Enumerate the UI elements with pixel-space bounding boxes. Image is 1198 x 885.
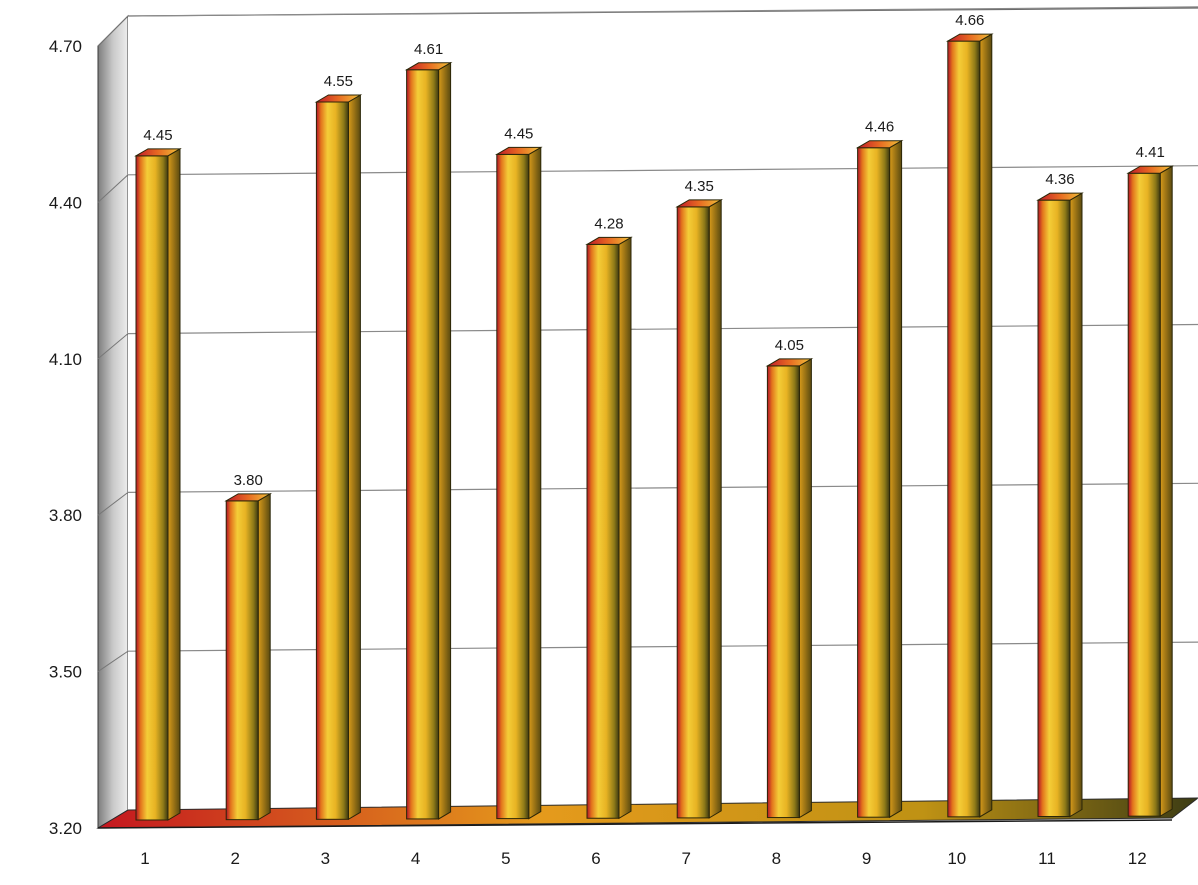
bar-side <box>528 146 542 820</box>
bar-side <box>979 33 993 818</box>
bar-side <box>1159 165 1173 818</box>
gridline-side <box>97 333 129 360</box>
bar <box>1036 192 1084 818</box>
data-label: 3.80 <box>234 472 263 489</box>
bar <box>1126 165 1175 818</box>
data-label: 4.55 <box>324 73 353 90</box>
gridline <box>127 323 1198 335</box>
y-tick-label: 4.70 <box>49 37 82 56</box>
bar <box>765 358 814 819</box>
data-label: 4.45 <box>504 125 533 142</box>
bar-side <box>257 492 271 821</box>
back-wall <box>128 16 1198 810</box>
gridline <box>127 482 1198 493</box>
x-tick-label: 5 <box>501 849 510 868</box>
data-label: 4.35 <box>685 178 714 195</box>
bar-side <box>798 358 812 819</box>
bar <box>224 492 273 821</box>
bar <box>675 198 724 819</box>
bar-front <box>1037 199 1071 818</box>
bar-front <box>315 101 349 820</box>
data-label: 4.61 <box>414 41 443 58</box>
data-label: 4.45 <box>143 127 172 144</box>
bar-top <box>1036 192 1084 201</box>
data-label: 4.28 <box>594 215 623 232</box>
bar-front <box>947 40 981 818</box>
gridline <box>127 641 1198 652</box>
x-tick-label: 9 <box>862 849 871 868</box>
x-tick-label: 11 <box>1038 849 1056 868</box>
floor-front-edge <box>97 819 1173 829</box>
x-tick-label: 3 <box>321 849 330 868</box>
bar-front <box>766 365 800 819</box>
y-axis: 3.20 3.50 3.80 4.10 4.40 4.70 <box>49 37 82 838</box>
bars <box>134 33 1175 821</box>
floor <box>96 797 1198 829</box>
bar-side <box>889 139 903 819</box>
gridlines <box>97 6 1198 673</box>
bar-top <box>134 148 182 157</box>
bar-front <box>496 153 530 820</box>
y-tick-label: 3.20 <box>49 819 82 838</box>
data-label: 4.46 <box>865 119 894 136</box>
bar <box>585 236 633 820</box>
gridline-side <box>97 174 129 203</box>
bar-top <box>224 493 273 502</box>
bar-front <box>1127 172 1161 817</box>
x-tick-label: 10 <box>947 849 966 868</box>
bar-side <box>618 236 632 820</box>
bar-front <box>857 147 891 818</box>
bar <box>314 94 363 821</box>
x-axis: 1 2 3 4 5 6 7 8 9 10 11 12 <box>140 849 1146 868</box>
data-label: 4.05 <box>775 337 804 354</box>
bar-top <box>765 358 814 367</box>
bar-front <box>135 155 169 821</box>
bar-top <box>494 146 543 155</box>
bar-top <box>1126 165 1175 174</box>
bar-side <box>167 147 181 821</box>
y-tick-label: 4.40 <box>49 193 82 212</box>
floor-plane <box>96 797 1198 829</box>
x-tick-label: 1 <box>140 849 149 868</box>
y-tick-label: 3.50 <box>49 663 82 682</box>
bar-top <box>585 236 633 245</box>
bar-top <box>404 62 453 71</box>
bar-side <box>708 198 722 819</box>
gridline <box>127 6 1198 17</box>
x-tick-label: 7 <box>681 849 690 868</box>
data-label: 4.41 <box>1136 144 1165 161</box>
y-tick-label: 4.10 <box>49 350 82 369</box>
gridline-side <box>97 492 129 516</box>
bar-top <box>675 199 724 208</box>
x-tick-label: 2 <box>230 849 239 868</box>
bar-side <box>347 94 361 821</box>
y-tick-label: 3.80 <box>49 506 82 525</box>
bar <box>855 139 904 819</box>
bar-side <box>1069 192 1083 818</box>
data-labels: 4.45 3.80 4.55 4.61 4.45 4.28 4.35 4.05 4.46 4.66… <box>143 12 1164 489</box>
bar-front <box>406 69 440 820</box>
bar-top <box>945 33 994 42</box>
bar <box>945 33 994 818</box>
bar <box>404 61 453 820</box>
x-tick-label: 4 <box>411 849 420 868</box>
data-label: 4.36 <box>1045 171 1074 188</box>
bar-side <box>438 61 452 820</box>
data-label: 4.66 <box>955 12 984 29</box>
x-tick-label: 12 <box>1128 849 1147 868</box>
gridline <box>127 165 1198 176</box>
bar <box>494 146 543 820</box>
bar-top <box>855 140 904 149</box>
side-wall <box>97 14 129 829</box>
gridline-side <box>97 15 129 47</box>
gridline-side <box>97 650 129 673</box>
x-tick-label: 6 <box>591 849 600 868</box>
bar <box>134 147 182 821</box>
x-tick-label: 8 <box>772 849 781 868</box>
bar-front <box>676 206 710 819</box>
bar-front <box>225 500 259 821</box>
bar-top <box>314 94 363 103</box>
bar-front <box>586 243 620 819</box>
